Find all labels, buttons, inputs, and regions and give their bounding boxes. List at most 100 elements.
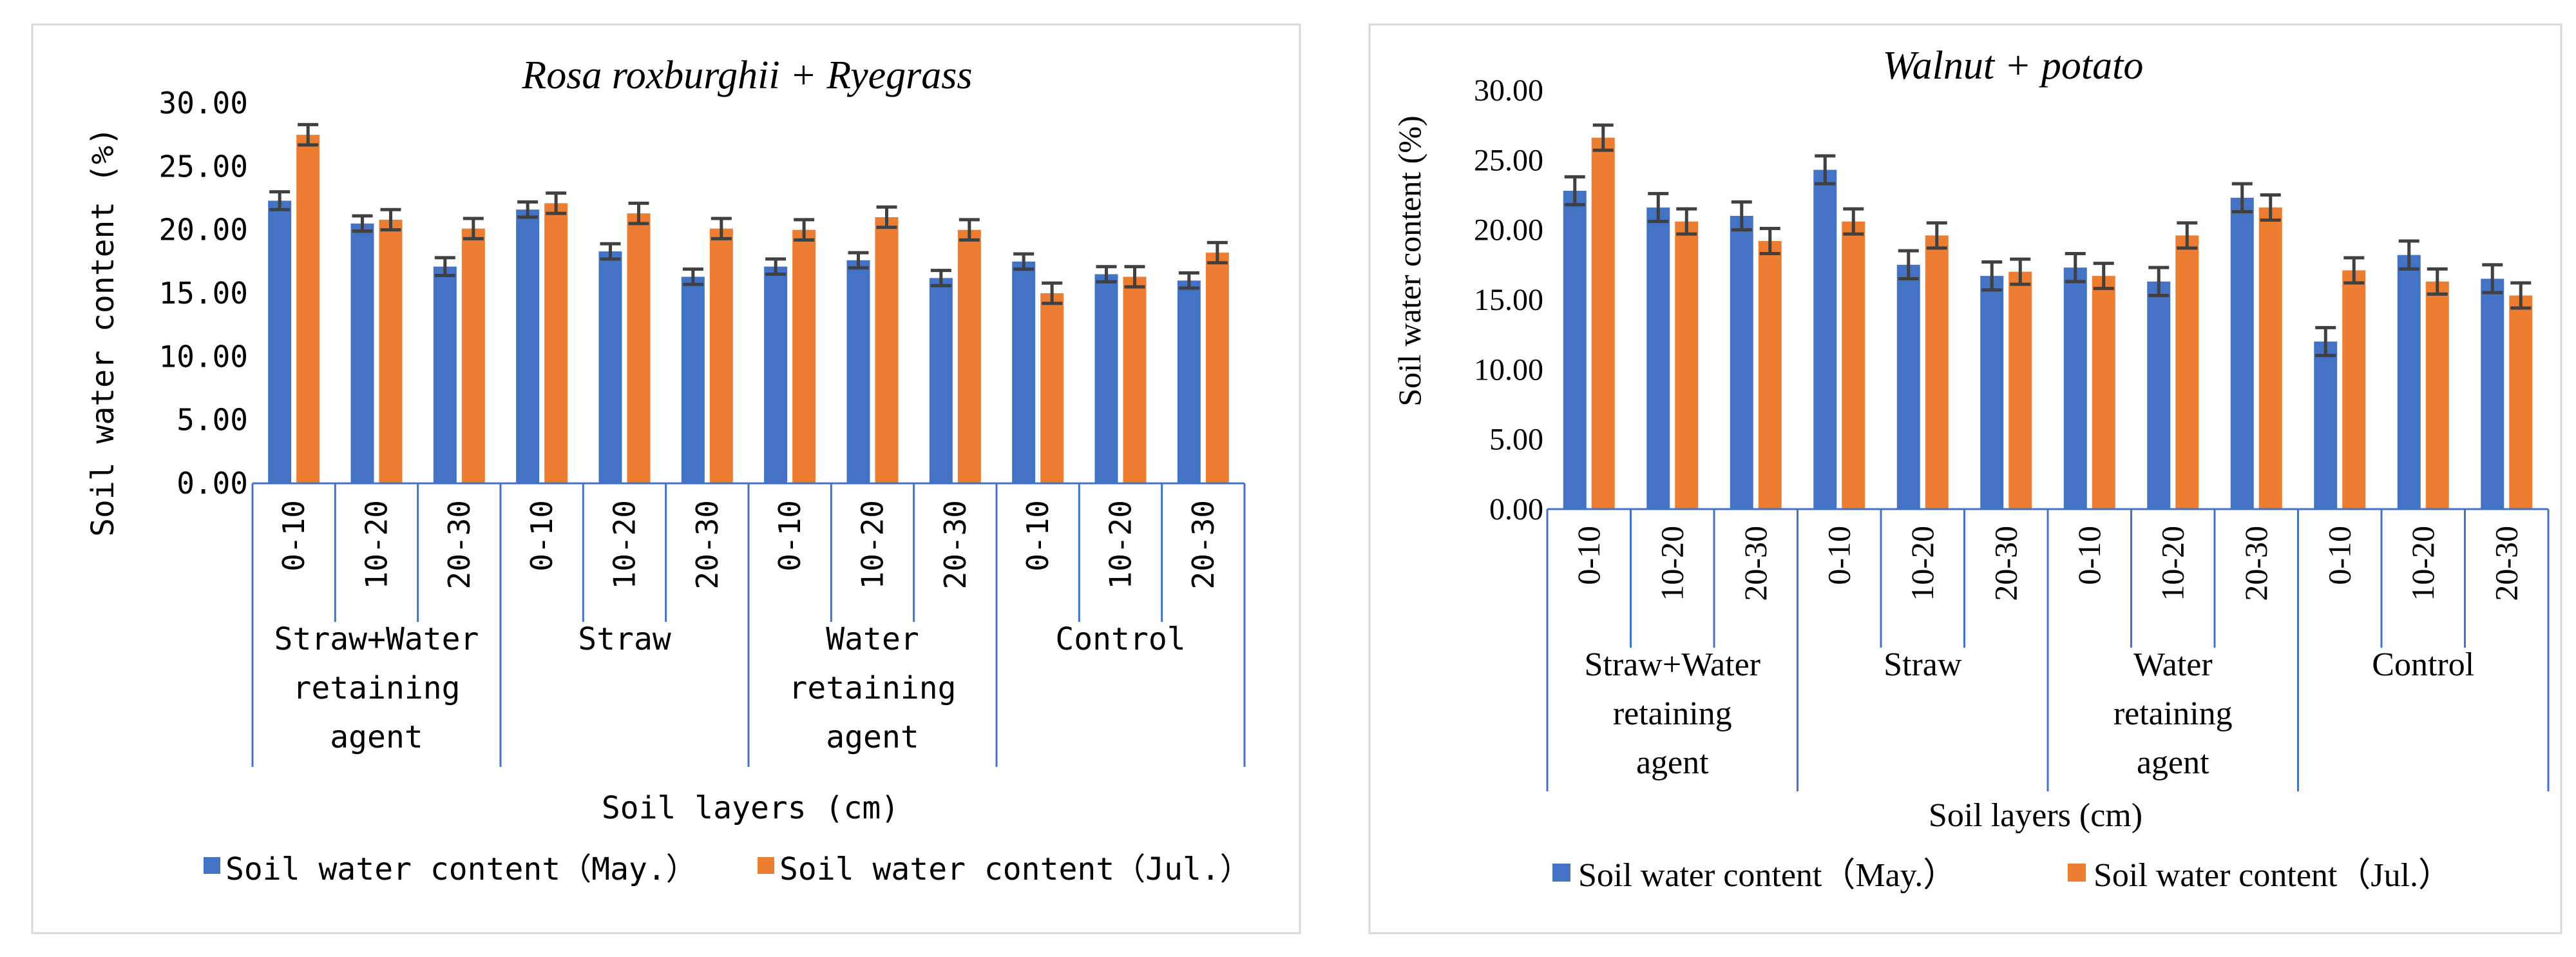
x-group-label: agent [826,719,919,755]
bar-jul [461,228,485,483]
y-tick-label: 30.00 [1474,73,1543,108]
bar-may [1980,276,2004,509]
bar-jul [957,229,981,483]
bar-may [433,266,457,483]
x-category-label: 20-30 [938,500,973,589]
x-category-labels: 0-10 10-20 20-30 0-10 10-20 20-30 0-10 10-20 20-… [1570,526,2524,601]
error-bars [269,122,1228,305]
x-group-label: retaining [1613,695,1732,732]
y-tick-label: 25.00 [1474,143,1543,177]
bar-may [516,209,540,483]
y-tick-label: 30.00 [159,86,248,121]
bar-jul [2342,270,2366,509]
x-category-label: 10-20 [1103,500,1138,589]
bar-jul [1842,221,1865,509]
x-group-label: Straw [1884,646,1962,683]
y-tick-label: 0.00 [1489,492,1543,527]
bar-jul [2092,276,2115,509]
bar-may [2147,281,2171,509]
y-tick-label: 10.00 [159,339,248,374]
x-group-label: Straw [578,621,671,657]
bar-may [2063,267,2087,509]
bar-may [2314,342,2338,509]
bar-may [846,260,870,483]
y-tick-label: 20.00 [1474,213,1543,247]
x-category-label: 0-10 [772,500,807,572]
y-tick-label: 0.00 [177,466,248,501]
x-category-label: 20-30 [2488,526,2524,601]
bar-may [1012,261,1036,483]
bar-jul [2008,271,2032,509]
x-group-label: Water [826,621,919,657]
bars [1563,137,2533,509]
x-group-label: agent [330,719,423,755]
legend: Soil water content（May.） Soil water cont… [1552,857,2452,894]
bar-may [598,251,622,483]
bar-jul [2509,295,2533,509]
chart-panel-rosa-ryegrass: Rosa roxburghii + Ryegrass Soil water co… [31,23,1301,934]
x-category-label: 0-10 [276,500,311,572]
x-group-label: agent [1636,744,1709,781]
bar-jul [1205,253,1229,483]
x-group-label: Straw+Water [274,621,479,657]
legend-label-jul: Soil water content（Jul.） [779,851,1251,887]
y-tick-label: 15.00 [159,276,248,311]
legend-label-may: Soil water content（May.） [1578,857,1956,894]
bar-jul [544,203,568,483]
legend: Soil water content（May.） Soil water cont… [204,851,1251,887]
bar-may [350,223,374,483]
x-category-label: 10-20 [2154,526,2190,601]
x-category-label: 10-20 [359,500,394,589]
x-category-label: 20-30 [1186,500,1221,589]
x-category-label: 0-10 [524,500,559,572]
bar-jul [379,219,403,483]
x-category-label: 10-20 [607,500,642,589]
bar-jul [2175,235,2199,509]
y-tick-label: 20.00 [159,213,248,247]
bar-jul [709,228,733,483]
bar-may [1813,169,1837,509]
bar-jul [1675,221,1699,509]
bars [268,135,1229,483]
y-axis-label: Soil water content (%) [85,127,121,537]
legend-label-jul: Soil water content（Jul.） [2094,857,2452,894]
y-tick-label: 5.00 [1489,423,1543,457]
x-category-label: 10-20 [2405,526,2441,601]
bar-jul [1040,293,1064,483]
y-tick-label: 15.00 [1474,283,1543,317]
x-category-label: 0-10 [2071,526,2107,585]
x-group-label: Water [2133,646,2213,683]
x-group-label: retaining [292,670,460,706]
bar-may [1896,264,1920,509]
bar-may [1094,274,1118,483]
x-category-label: 20-30 [1737,526,1773,601]
x-group-label: Control [2372,646,2474,683]
chart-title: Walnut + potato [1883,44,2144,88]
x-group-label: agent [2137,744,2209,781]
bar-jul [296,135,320,483]
bar-may [929,278,953,483]
y-tick-labels: 0.00 5.00 10.00 15.00 20.00 25.00 30.00 [159,86,248,501]
x-category-label: 20-30 [442,500,477,589]
x-category-label: 0-10 [1570,526,1607,585]
x-group-labels: Straw+Water retaining agent Straw Water retai… [274,621,1186,755]
bar-may [764,266,788,483]
bar-jul [2425,281,2449,509]
y-tick-labels: 0.00 5.00 10.00 15.00 20.00 25.00 30.00 [1474,73,1543,527]
x-axis-label: Soil layers (cm) [1929,797,2142,834]
x-axis-label: Soil layers (cm) [602,790,899,826]
x-category-label: 20-30 [2238,526,2274,601]
y-tick-label: 25.00 [159,149,248,184]
bar-jul [2258,208,2282,509]
bar-jul [875,217,899,483]
legend-swatch-may [1552,864,1570,882]
y-tick-label: 5.00 [177,403,248,438]
x-category-label: 0-10 [1020,500,1055,572]
x-category-label: 10-20 [1904,526,1940,601]
bar-jul [1758,241,1782,509]
bar-jul [627,213,651,483]
x-group-label: Control [1055,621,1185,657]
x-axis [251,482,1246,767]
x-group-label: retaining [788,670,956,706]
